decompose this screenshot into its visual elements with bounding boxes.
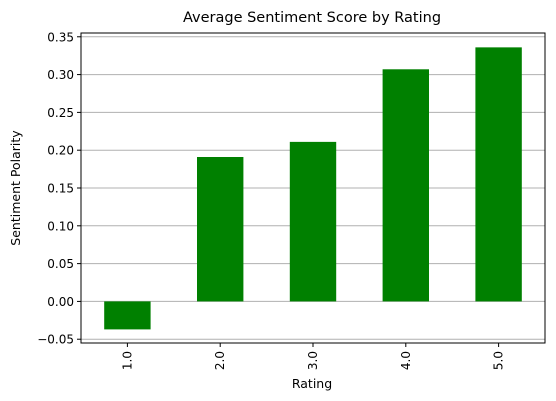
bar-3.0	[289, 141, 337, 302]
x-tick-label: 4.0	[399, 351, 413, 370]
y-tick-label: 0.05	[47, 257, 74, 271]
y-tick-label: 0.30	[47, 68, 74, 82]
x-axis: 1.0 2.0 3.0 4.0 5.0	[120, 343, 506, 370]
bar-2.0	[197, 157, 244, 302]
y-tick-label: 0.00	[47, 295, 74, 309]
y-axis: −0.05 0.00 0.05 0.10 0.15 0.20 0.25 0.30 0.35	[37, 30, 81, 347]
y-axis-label: Sentiment Polarity	[8, 130, 23, 246]
bars	[104, 47, 522, 330]
y-tick-label: 0.15	[47, 182, 74, 196]
bar-5.0	[475, 47, 522, 302]
x-tick-label: 3.0	[306, 351, 320, 370]
bar-4.0	[382, 69, 429, 302]
plot-frame	[80, 32, 546, 344]
x-tick-label: 2.0	[213, 351, 227, 370]
chart-title: Average Sentiment Score by Rating	[183, 10, 441, 26]
y-tick-label: 0.25	[47, 106, 74, 120]
y-tick-label: −0.05	[37, 333, 74, 347]
x-tick-label: 5.0	[492, 351, 506, 370]
y-tick-label: 0.10	[47, 219, 74, 233]
x-tick-label: 1.0	[120, 351, 134, 370]
x-axis-label: Rating	[292, 376, 332, 391]
bar-1.0	[104, 301, 151, 330]
y-tick-label: 0.20	[47, 144, 74, 158]
y-tick-label: 0.35	[47, 30, 74, 44]
